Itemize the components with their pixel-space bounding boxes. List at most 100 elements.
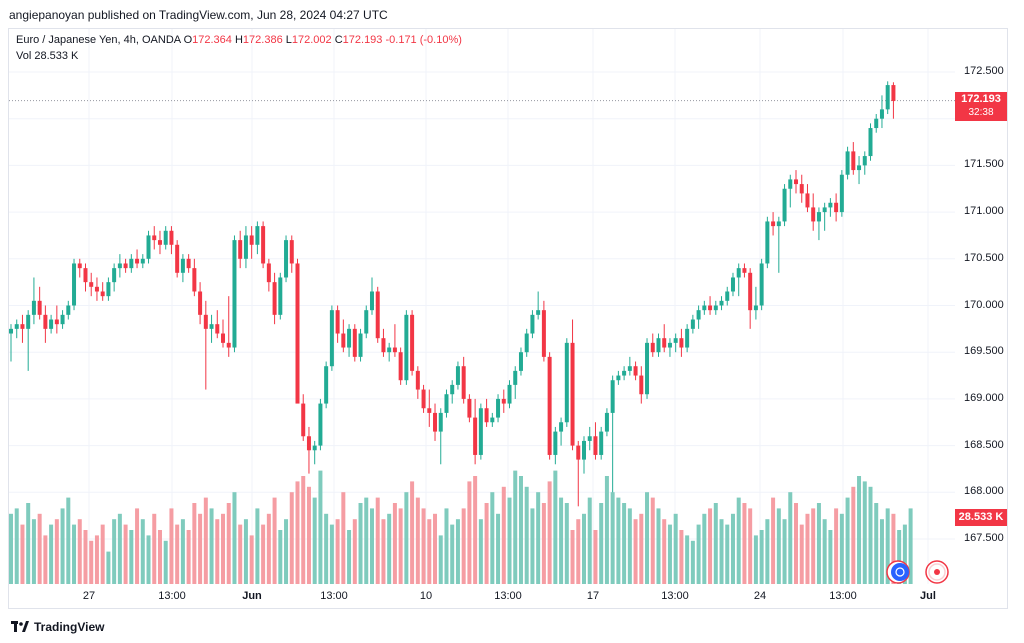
candle-body [553,431,558,455]
volume-bar [31,519,36,584]
candle-body [879,109,884,119]
candle-body [26,314,31,329]
candle-body [702,305,707,311]
volume-bar [599,503,604,584]
candle [461,356,466,404]
volume-legend[interactable]: Vol 28.533 K [16,50,78,62]
record-icon[interactable] [925,560,949,584]
candle-body [140,258,145,264]
volume-bar [318,470,323,584]
candle-body [301,403,306,437]
candle [662,324,667,353]
candle-body [9,328,13,334]
price-tick-label: 171.500 [964,158,1004,171]
candle [610,375,615,493]
candle-body [112,268,117,283]
candle-body [226,342,231,348]
candle [106,277,111,301]
chart-markers[interactable] [886,560,952,584]
volume-bar [20,524,25,584]
price-tick-label: 169.000 [964,391,1004,404]
candle [799,174,804,203]
candle [83,263,88,292]
candle [455,361,460,390]
candle [37,286,42,320]
candle [192,258,197,297]
candle [650,333,655,357]
volume-bar [152,513,157,584]
candle-body [444,394,449,413]
candle-body [748,272,753,311]
candle-body [186,258,191,269]
tradingview-brand[interactable]: TradingView [11,620,104,634]
volume-bar [329,524,334,584]
volume-bar [433,513,438,584]
time-tick-label: 13:00 [494,590,522,602]
symbol-legend[interactable]: Euro / Japanese Yen, 4h, OANDA O172.364 … [16,34,462,46]
candle [708,296,713,315]
flag-icon[interactable] [886,560,910,584]
candle [243,226,248,269]
candle-body [667,342,672,348]
volume-bar [518,476,523,584]
volume-bar [49,524,54,584]
symbol-name: Euro / Japanese Yen, 4h, OANDA [16,34,181,46]
candle-body [656,338,661,353]
volume-bar [593,530,598,584]
time-tick-label: 13:00 [320,590,348,602]
candle-body [335,310,340,334]
volume-bar [306,486,311,584]
candle [54,305,59,334]
volume-value: 28.533 K [34,50,79,62]
candle-body [696,310,701,320]
volume-bar [811,508,816,584]
candle [66,300,71,320]
candle [444,389,449,418]
volume-bar [496,513,501,584]
candle [123,258,128,273]
candle-body [685,328,690,348]
candle [284,235,289,283]
candle [14,319,19,339]
volume-tag: 28.533 K [955,509,1007,526]
candle-body [845,151,850,175]
candle [49,314,54,334]
candle [421,384,426,413]
candle [117,254,122,278]
candlesticks [9,81,896,507]
candle-body [851,151,856,171]
candle [26,310,31,371]
volume-bar [404,492,409,584]
candle [753,286,758,320]
volume-bar [742,503,747,584]
volume-bar [347,530,352,584]
volume-bar [828,530,833,584]
volume-bar [364,497,369,584]
volume-bar [461,508,466,584]
candle-body [450,384,455,395]
candle [295,258,300,404]
candle-body [152,235,157,241]
candle [146,230,151,264]
time-tick-label: 24 [753,590,767,602]
volume-bar [788,492,793,584]
volume-bar [94,535,99,584]
candle-body [742,268,747,273]
candle [364,305,369,339]
candle-body [37,300,42,315]
candle [759,258,764,311]
candle-body [708,305,713,311]
publisher-line: angiepanoyan published on TradingView.co… [9,8,388,22]
change-value: -0.171 (-0.10%) [385,34,462,46]
candle [851,142,856,175]
volume-bar [667,524,672,584]
candle [518,347,523,376]
candle-body [736,268,741,278]
candle [404,310,409,385]
candle-body [622,370,627,376]
volume-bar [83,530,88,584]
volume-bar [839,513,844,584]
candle-body [284,240,289,278]
volume-bar [226,503,231,584]
